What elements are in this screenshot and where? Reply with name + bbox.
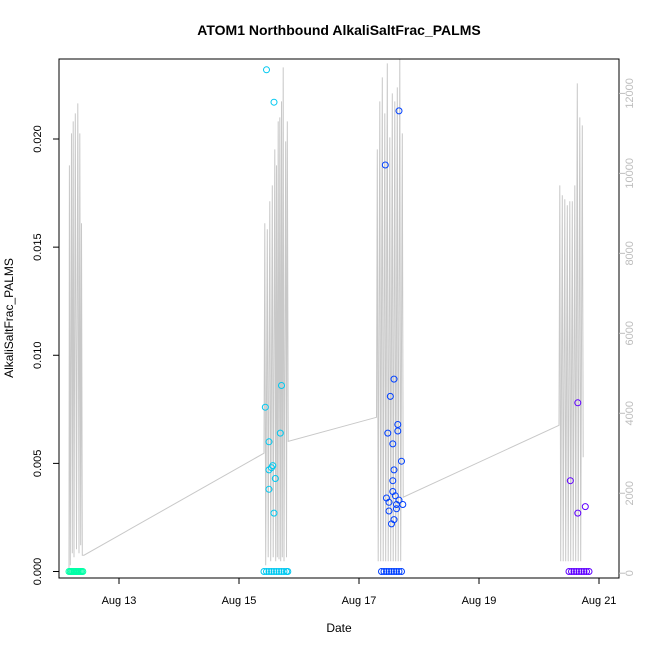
- data-point: [388, 568, 395, 575]
- y-tick-label: 0.015: [32, 233, 44, 261]
- data-point: [398, 568, 405, 575]
- data-point: [268, 568, 275, 575]
- data-point: [381, 161, 389, 169]
- y-tick-label: 0.010: [32, 341, 44, 369]
- data-point: [388, 520, 395, 528]
- y2-tick-label: 2000: [624, 481, 636, 505]
- data-point: [265, 568, 273, 575]
- y2-tick-label: 4000: [624, 401, 636, 425]
- y2-axis: 0 2000 4000 6000 8000 10000 12000: [619, 78, 636, 576]
- y-tick-label: 0.000: [32, 558, 44, 586]
- y2-tick-label: 8000: [624, 241, 636, 265]
- data-point: [389, 440, 397, 448]
- data-point: [385, 498, 393, 506]
- data-point: [280, 568, 288, 575]
- data-point: [575, 568, 583, 575]
- y-axis: 0.000 0.005 0.010 0.015 0.020: [32, 125, 59, 585]
- data-point: [390, 375, 398, 383]
- data-point: [389, 477, 397, 485]
- data-point: [380, 568, 388, 575]
- data-point: [386, 392, 394, 400]
- data-point: [398, 457, 405, 465]
- data-point: [583, 568, 590, 575]
- data-point: [278, 382, 285, 389]
- x-axis: Aug 13 Aug 15 Aug 17 Aug 19 Aug 21: [102, 578, 617, 607]
- data-point: [263, 568, 270, 575]
- y-tick-label: 0.005: [32, 450, 44, 478]
- data-point: [270, 568, 278, 575]
- data-point: [265, 485, 273, 493]
- y2-tick-label: 12000: [624, 78, 636, 109]
- data-point: [273, 568, 280, 575]
- data-point: [284, 568, 292, 575]
- data-point: [383, 568, 390, 575]
- x-tick-label: Aug 21: [582, 595, 617, 607]
- data-point: [275, 568, 283, 575]
- data-point: [265, 438, 273, 446]
- data-point: [385, 568, 393, 575]
- data-point: [270, 509, 278, 517]
- data-point: [390, 466, 398, 474]
- data-point: [585, 568, 593, 575]
- data-point: [79, 568, 87, 575]
- data-point: [573, 568, 580, 575]
- data-point: [570, 568, 578, 575]
- plot-frame: [58, 58, 620, 579]
- data-point: [385, 507, 393, 515]
- data-point: [565, 568, 573, 575]
- data-point: [261, 403, 269, 411]
- data-point: [263, 66, 270, 74]
- x-tick-label: Aug 19: [462, 595, 497, 607]
- y-tick-label: 0.020: [32, 125, 44, 153]
- secondary-line-layer: [68, 59, 584, 574]
- data-point: [393, 568, 400, 575]
- data-point: [399, 501, 407, 508]
- secondary-series-line: [68, 59, 584, 574]
- data-point: [270, 98, 278, 106]
- data-point: [276, 429, 284, 437]
- data-point: [271, 475, 279, 482]
- data-point: [391, 492, 399, 500]
- data-point: [378, 568, 385, 575]
- data-point: [260, 568, 268, 575]
- data-point: [574, 509, 582, 517]
- data-point: [566, 477, 574, 485]
- data-point: [395, 568, 403, 575]
- y2-tick-label: 6000: [624, 321, 636, 345]
- data-point: [395, 107, 403, 115]
- chart-title: ATOM1 Northbound AlkaliSaltFrac_PALMS: [197, 22, 480, 38]
- data-point: [574, 399, 582, 407]
- data-point: [384, 429, 392, 437]
- y2-tick-label: 10000: [624, 158, 636, 189]
- data-point: [393, 505, 400, 513]
- points-layer: [65, 66, 593, 575]
- y2-tick-label: 0: [624, 570, 636, 576]
- x-tick-label: Aug 13: [102, 595, 137, 607]
- x-tick-label: Aug 15: [222, 595, 257, 607]
- data-point: [568, 568, 575, 575]
- data-point: [580, 568, 588, 575]
- data-point: [394, 427, 402, 435]
- data-point: [578, 568, 585, 575]
- x-axis-label: Date: [326, 621, 352, 635]
- data-point: [581, 503, 589, 511]
- data-point: [265, 466, 273, 474]
- data-point: [390, 568, 398, 575]
- y-axis-label: AlkaliSaltFrac_PALMS: [2, 258, 16, 378]
- x-tick-label: Aug 17: [342, 595, 377, 607]
